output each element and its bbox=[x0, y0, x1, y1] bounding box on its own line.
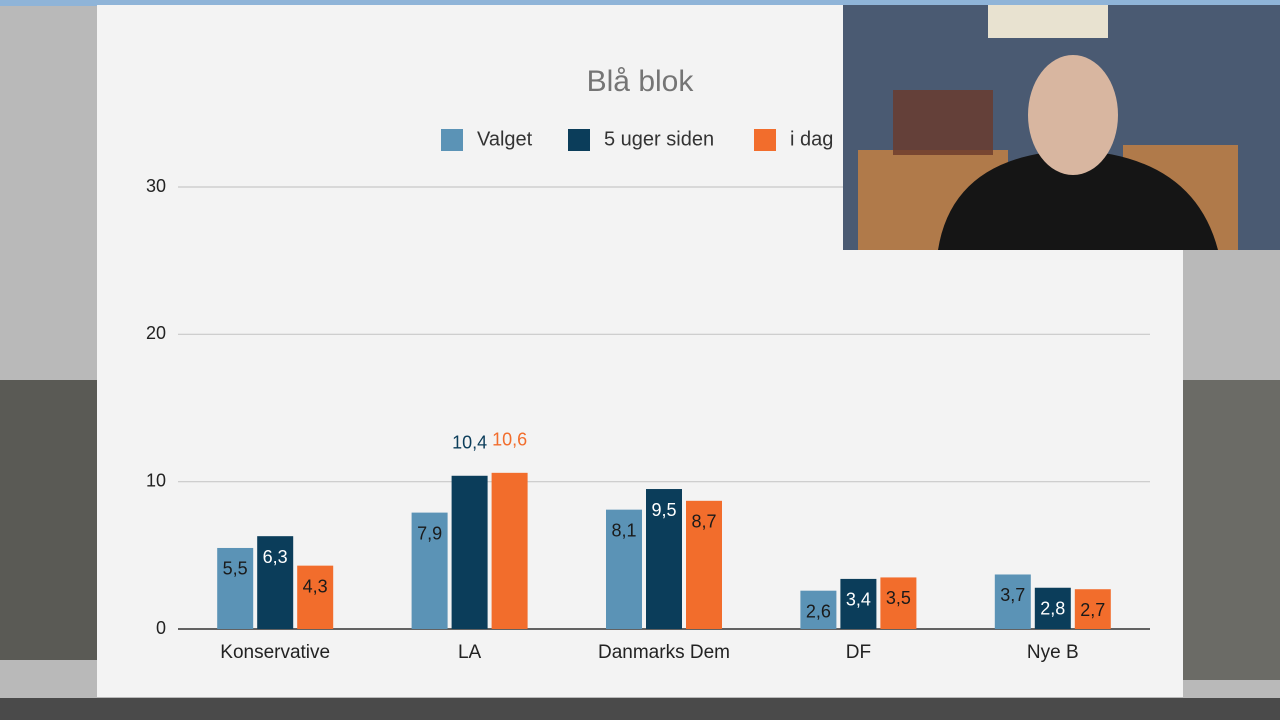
bar bbox=[1034, 587, 1071, 629]
value-label: 2,6 bbox=[806, 601, 831, 621]
value-label: 3,5 bbox=[886, 588, 911, 608]
webcam-person-head bbox=[1028, 55, 1118, 175]
bar bbox=[451, 475, 488, 629]
bar bbox=[217, 547, 254, 629]
webcam-map bbox=[988, 5, 1108, 38]
x-tick-label: Danmarks Dem bbox=[598, 642, 730, 663]
bar bbox=[646, 489, 682, 629]
value-label: 3,7 bbox=[1000, 585, 1025, 605]
bar bbox=[1074, 589, 1111, 629]
value-label: 8,1 bbox=[611, 520, 636, 540]
legend-swatch bbox=[754, 129, 776, 151]
y-tick-label: 30 bbox=[146, 176, 166, 196]
legend-label: i dag bbox=[790, 128, 833, 150]
bar bbox=[411, 512, 448, 629]
bar bbox=[606, 509, 642, 629]
x-tick-label: Konservative bbox=[220, 642, 330, 663]
value-label: 8,7 bbox=[691, 512, 716, 532]
bar bbox=[297, 565, 334, 629]
x-tick-label: DF bbox=[846, 642, 871, 663]
bar bbox=[257, 536, 294, 629]
value-label: 6,3 bbox=[263, 547, 288, 567]
bar bbox=[840, 578, 877, 629]
bar bbox=[880, 577, 917, 629]
value-label: 5,5 bbox=[223, 559, 248, 579]
y-tick-label: 20 bbox=[146, 323, 166, 343]
webcam-person-body bbox=[938, 150, 1218, 250]
building bbox=[0, 380, 97, 660]
value-label: 10,4 bbox=[452, 433, 487, 453]
x-tick-label: Nye B bbox=[1027, 642, 1079, 663]
value-label: 9,5 bbox=[651, 500, 676, 520]
bar bbox=[800, 590, 837, 629]
value-label: 7,9 bbox=[417, 523, 442, 543]
value-label: 10,6 bbox=[492, 430, 527, 450]
webcam-overlay bbox=[843, 5, 1280, 250]
sky bbox=[0, 0, 1280, 6]
value-label: 3,4 bbox=[846, 590, 871, 610]
value-label: 2,8 bbox=[1040, 598, 1065, 618]
bar bbox=[491, 472, 528, 629]
legend-swatch bbox=[568, 129, 590, 151]
webcam-bottles bbox=[893, 90, 993, 155]
legend-label: Valget bbox=[477, 128, 533, 150]
value-label: 2,7 bbox=[1080, 600, 1105, 620]
ground bbox=[0, 698, 1280, 720]
y-tick-label: 10 bbox=[146, 470, 166, 490]
y-tick-label: 0 bbox=[156, 618, 166, 638]
legend-label: 5 uger siden bbox=[604, 128, 714, 150]
x-tick-label: LA bbox=[458, 642, 482, 663]
trees bbox=[1183, 380, 1280, 680]
bar bbox=[686, 500, 722, 629]
chart-title: Blå blok bbox=[587, 65, 695, 98]
value-label: 4,3 bbox=[303, 576, 328, 596]
bar bbox=[994, 574, 1031, 629]
legend-swatch bbox=[441, 129, 463, 151]
